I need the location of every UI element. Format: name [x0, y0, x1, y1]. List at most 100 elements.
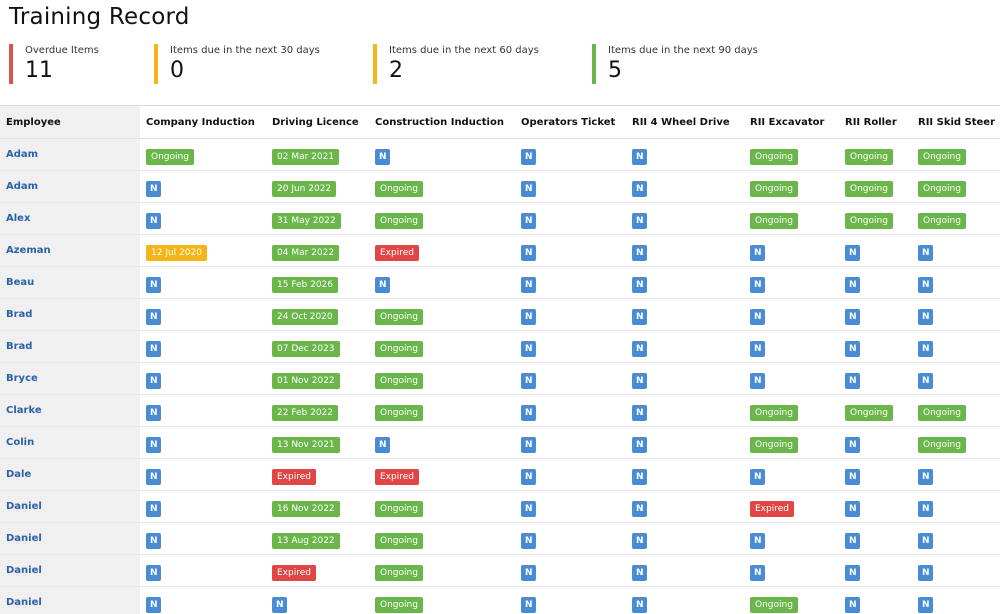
- column-header-rii-skid-steer[interactable]: RII Skid Steer: [912, 106, 1000, 139]
- not-held-badge[interactable]: N: [146, 501, 161, 517]
- ongoing-badge[interactable]: Ongoing: [750, 213, 798, 229]
- ongoing-badge[interactable]: Ongoing: [918, 405, 966, 421]
- not-held-badge[interactable]: N: [750, 309, 765, 325]
- not-held-badge[interactable]: N: [750, 277, 765, 293]
- column-header-driving-licence[interactable]: Driving Licence: [266, 106, 369, 139]
- not-held-badge[interactable]: N: [845, 501, 860, 517]
- not-held-badge[interactable]: N: [632, 501, 647, 517]
- ongoing-badge[interactable]: Ongoing: [918, 149, 966, 165]
- employee-name-link[interactable]: Adam: [0, 139, 140, 171]
- not-held-badge[interactable]: N: [845, 437, 860, 453]
- not-held-badge[interactable]: N: [750, 373, 765, 389]
- ongoing-badge[interactable]: Ongoing: [918, 437, 966, 453]
- not-held-badge[interactable]: N: [632, 309, 647, 325]
- column-header-construction-induction[interactable]: Construction Induction: [369, 106, 515, 139]
- ongoing-badge[interactable]: Ongoing: [375, 501, 423, 517]
- employee-name-link[interactable]: Azeman: [0, 235, 140, 267]
- expired-badge[interactable]: Expired: [375, 469, 419, 485]
- employee-name-link[interactable]: Bryce: [0, 363, 140, 395]
- not-held-badge[interactable]: N: [918, 309, 933, 325]
- ongoing-badge[interactable]: Ongoing: [375, 373, 423, 389]
- not-held-badge[interactable]: N: [521, 533, 536, 549]
- not-held-badge[interactable]: N: [146, 437, 161, 453]
- ongoing-badge[interactable]: Ongoing: [750, 405, 798, 421]
- not-held-badge[interactable]: N: [918, 597, 933, 613]
- column-header-company-induction[interactable]: Company Induction: [140, 106, 266, 139]
- expiry-date-badge[interactable]: 24 Oct 2020: [272, 309, 338, 325]
- not-held-badge[interactable]: N: [521, 373, 536, 389]
- employee-name-link[interactable]: Daniel: [0, 555, 140, 587]
- not-held-badge[interactable]: N: [521, 597, 536, 613]
- not-held-badge[interactable]: N: [146, 309, 161, 325]
- expired-badge[interactable]: Expired: [750, 501, 794, 517]
- ongoing-badge[interactable]: Ongoing: [750, 597, 798, 613]
- not-held-badge[interactable]: N: [918, 501, 933, 517]
- not-held-badge[interactable]: N: [521, 181, 536, 197]
- expiry-date-badge[interactable]: 16 Nov 2022: [272, 501, 340, 517]
- due-soon-badge[interactable]: 12 Jul 2020: [146, 245, 207, 261]
- not-held-badge[interactable]: N: [632, 213, 647, 229]
- ongoing-badge[interactable]: Ongoing: [845, 405, 893, 421]
- not-held-badge[interactable]: N: [632, 533, 647, 549]
- not-held-badge[interactable]: N: [632, 597, 647, 613]
- expiry-date-badge[interactable]: 02 Mar 2021: [272, 149, 339, 165]
- ongoing-badge[interactable]: Ongoing: [375, 181, 423, 197]
- ongoing-badge[interactable]: Ongoing: [375, 309, 423, 325]
- not-held-badge[interactable]: N: [521, 501, 536, 517]
- not-held-badge[interactable]: N: [750, 341, 765, 357]
- employee-name-link[interactable]: Daniel: [0, 523, 140, 555]
- not-held-badge[interactable]: N: [146, 405, 161, 421]
- not-held-badge[interactable]: N: [918, 341, 933, 357]
- not-held-badge[interactable]: N: [521, 341, 536, 357]
- not-held-badge[interactable]: N: [375, 149, 390, 165]
- not-held-badge[interactable]: N: [632, 149, 647, 165]
- not-held-badge[interactable]: N: [146, 565, 161, 581]
- not-held-badge[interactable]: N: [632, 277, 647, 293]
- not-held-badge[interactable]: N: [521, 277, 536, 293]
- column-header-employee[interactable]: Employee: [0, 106, 140, 139]
- not-held-badge[interactable]: N: [521, 245, 536, 261]
- not-held-badge[interactable]: N: [918, 245, 933, 261]
- not-held-badge[interactable]: N: [845, 373, 860, 389]
- expired-badge[interactable]: Expired: [272, 469, 316, 485]
- not-held-badge[interactable]: N: [632, 405, 647, 421]
- expiry-date-badge[interactable]: 04 Mar 2022: [272, 245, 339, 261]
- not-held-badge[interactable]: N: [845, 309, 860, 325]
- employee-name-link[interactable]: Adam: [0, 171, 140, 203]
- expiry-date-badge[interactable]: 20 Jun 2022: [272, 181, 336, 197]
- not-held-badge[interactable]: N: [632, 181, 647, 197]
- not-held-badge[interactable]: N: [375, 437, 390, 453]
- not-held-badge[interactable]: N: [521, 469, 536, 485]
- not-held-badge[interactable]: N: [521, 565, 536, 581]
- expiry-date-badge[interactable]: 01 Nov 2022: [272, 373, 340, 389]
- not-held-badge[interactable]: N: [845, 277, 860, 293]
- ongoing-badge[interactable]: Ongoing: [918, 181, 966, 197]
- employee-name-link[interactable]: Beau: [0, 267, 140, 299]
- not-held-badge[interactable]: N: [918, 533, 933, 549]
- not-held-badge[interactable]: N: [750, 533, 765, 549]
- employee-name-link[interactable]: Daniel: [0, 491, 140, 523]
- not-held-badge[interactable]: N: [918, 277, 933, 293]
- ongoing-badge[interactable]: Ongoing: [845, 213, 893, 229]
- employee-name-link[interactable]: Clarke: [0, 395, 140, 427]
- not-held-badge[interactable]: N: [146, 181, 161, 197]
- not-held-badge[interactable]: N: [750, 469, 765, 485]
- ongoing-badge[interactable]: Ongoing: [375, 405, 423, 421]
- ongoing-badge[interactable]: Ongoing: [375, 565, 423, 581]
- column-header-rii-roller[interactable]: RII Roller: [839, 106, 912, 139]
- not-held-badge[interactable]: N: [845, 245, 860, 261]
- not-held-badge[interactable]: N: [918, 565, 933, 581]
- ongoing-badge[interactable]: Ongoing: [918, 213, 966, 229]
- not-held-badge[interactable]: N: [272, 597, 287, 613]
- not-held-badge[interactable]: N: [521, 213, 536, 229]
- column-header-operators-ticket[interactable]: Operators Ticket: [515, 106, 626, 139]
- employee-name-link[interactable]: Alex: [0, 203, 140, 235]
- not-held-badge[interactable]: N: [845, 565, 860, 581]
- not-held-badge[interactable]: N: [632, 341, 647, 357]
- not-held-badge[interactable]: N: [375, 277, 390, 293]
- expired-badge[interactable]: Expired: [272, 565, 316, 581]
- employee-name-link[interactable]: Dale: [0, 459, 140, 491]
- employee-name-link[interactable]: Brad: [0, 299, 140, 331]
- ongoing-badge[interactable]: Ongoing: [375, 341, 423, 357]
- expiry-date-badge[interactable]: 22 Feb 2022: [272, 405, 338, 421]
